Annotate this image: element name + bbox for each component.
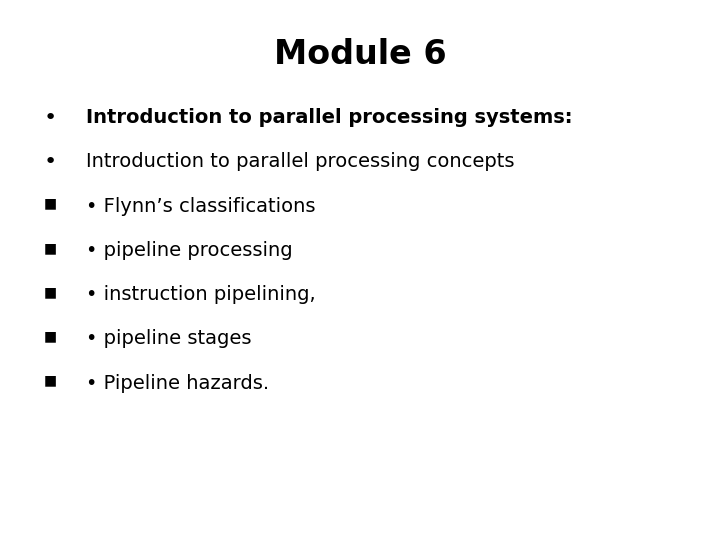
Text: • pipeline processing: • pipeline processing (86, 241, 293, 260)
Text: ■: ■ (44, 197, 57, 211)
Text: • instruction pipelining,: • instruction pipelining, (86, 285, 316, 304)
Text: •: • (44, 152, 57, 172)
Text: ■: ■ (44, 329, 57, 343)
Text: ■: ■ (44, 374, 57, 388)
Text: Introduction to parallel processing systems:: Introduction to parallel processing syst… (86, 108, 573, 127)
Text: • Pipeline hazards.: • Pipeline hazards. (86, 374, 269, 393)
Text: • Flynn’s classifications: • Flynn’s classifications (86, 197, 316, 215)
Text: ■: ■ (44, 285, 57, 299)
Text: • pipeline stages: • pipeline stages (86, 329, 252, 348)
Text: •: • (44, 108, 57, 128)
Text: Introduction to parallel processing concepts: Introduction to parallel processing conc… (86, 152, 515, 171)
Text: Module 6: Module 6 (274, 38, 446, 71)
Text: ■: ■ (44, 241, 57, 255)
